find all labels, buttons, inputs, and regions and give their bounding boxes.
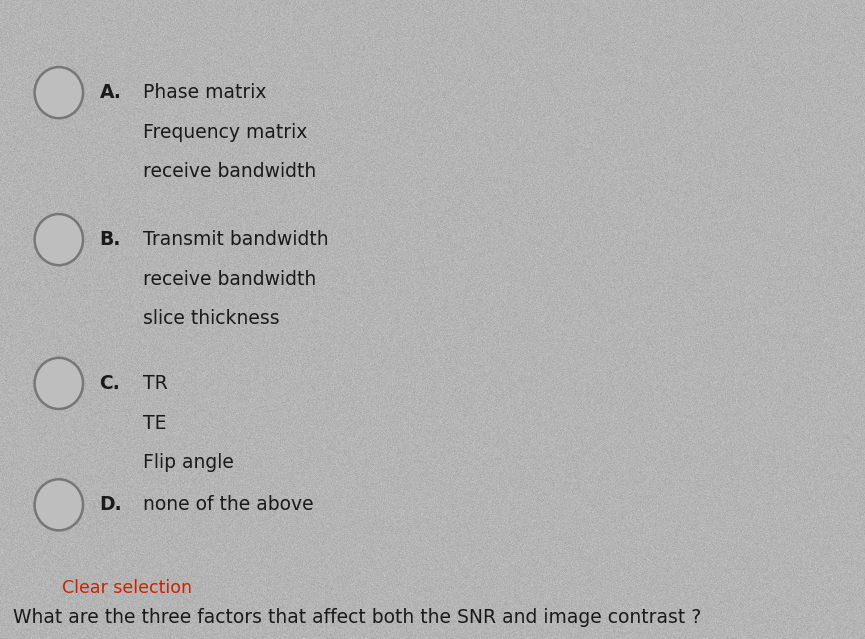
Ellipse shape [35,214,83,265]
Text: slice thickness: slice thickness [143,309,279,328]
Text: TR: TR [143,374,168,393]
Text: TE: TE [143,413,166,433]
Ellipse shape [35,358,83,409]
Text: C.: C. [99,374,120,393]
Text: none of the above: none of the above [143,495,313,514]
Text: B.: B. [99,230,121,249]
Text: A.: A. [99,83,121,102]
Text: receive bandwidth: receive bandwidth [143,270,316,289]
Text: Transmit bandwidth: Transmit bandwidth [143,230,329,249]
Text: Frequency matrix: Frequency matrix [143,123,307,142]
Ellipse shape [35,479,83,530]
Text: D.: D. [99,495,122,514]
Ellipse shape [35,67,83,118]
Text: Flip angle: Flip angle [143,453,234,472]
Text: Clear selection: Clear selection [62,579,192,597]
Text: receive bandwidth: receive bandwidth [143,162,316,181]
Text: What are the three factors that affect both the SNR and image contrast ?: What are the three factors that affect b… [13,608,702,627]
Text: Phase matrix: Phase matrix [143,83,266,102]
